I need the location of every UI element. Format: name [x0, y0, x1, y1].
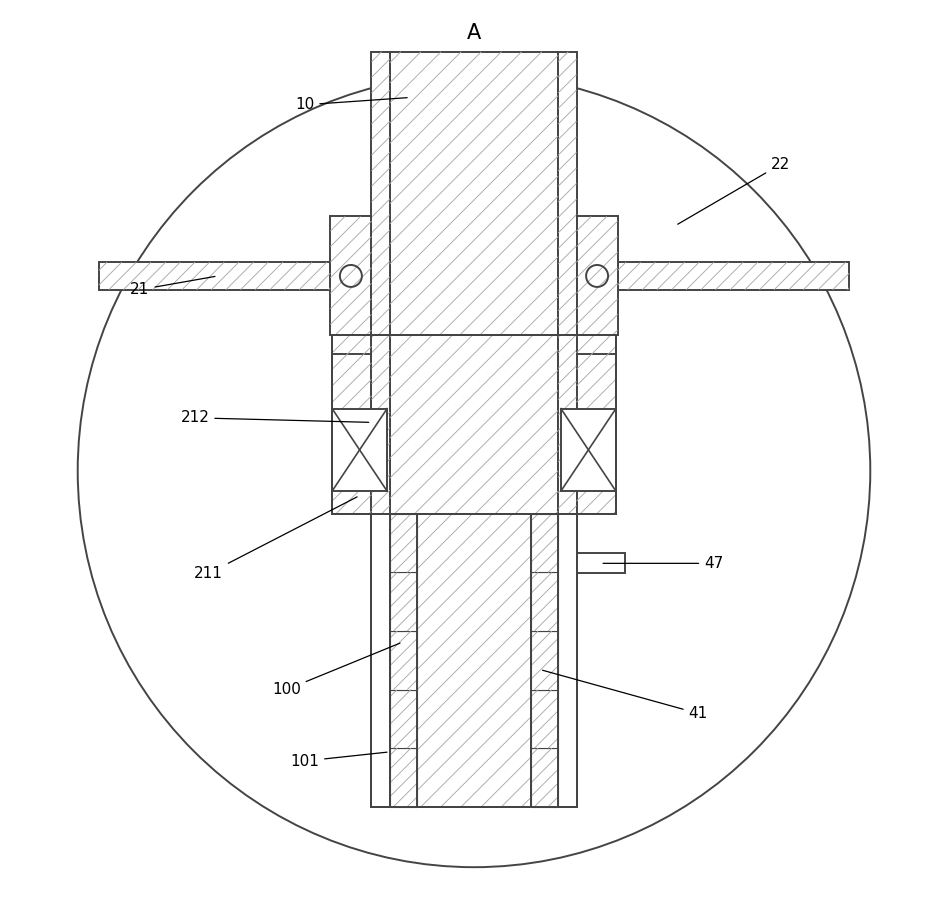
Bar: [576, 554, 625, 574]
Bar: [558, 51, 576, 335]
Text: A: A: [466, 24, 482, 43]
Text: 100: 100: [272, 644, 400, 697]
Bar: [417, 514, 531, 807]
Bar: [390, 573, 417, 631]
Text: 41: 41: [542, 670, 708, 721]
Bar: [558, 514, 576, 807]
Text: 211: 211: [194, 497, 357, 581]
Bar: [558, 335, 576, 514]
Bar: [561, 409, 616, 491]
Bar: [99, 263, 330, 290]
Bar: [531, 689, 558, 748]
Bar: [390, 514, 417, 573]
Bar: [330, 217, 372, 335]
Bar: [576, 335, 616, 353]
Bar: [372, 514, 390, 807]
Bar: [332, 335, 616, 514]
Text: 21: 21: [130, 276, 215, 297]
Bar: [618, 263, 849, 290]
Bar: [576, 217, 618, 335]
Bar: [531, 514, 558, 573]
Text: 212: 212: [180, 410, 369, 425]
Text: 10: 10: [295, 97, 407, 112]
Bar: [332, 335, 372, 353]
Bar: [372, 51, 390, 335]
Bar: [390, 689, 417, 748]
Bar: [531, 631, 558, 689]
Bar: [332, 335, 372, 514]
Text: 47: 47: [603, 555, 723, 571]
Bar: [390, 51, 558, 335]
Bar: [576, 335, 616, 514]
Bar: [531, 748, 558, 807]
Bar: [372, 335, 390, 514]
Bar: [332, 409, 387, 491]
Bar: [531, 573, 558, 631]
Bar: [390, 748, 417, 807]
Bar: [390, 335, 558, 514]
Text: 22: 22: [678, 157, 791, 224]
Bar: [390, 631, 417, 689]
Text: 101: 101: [290, 752, 387, 768]
